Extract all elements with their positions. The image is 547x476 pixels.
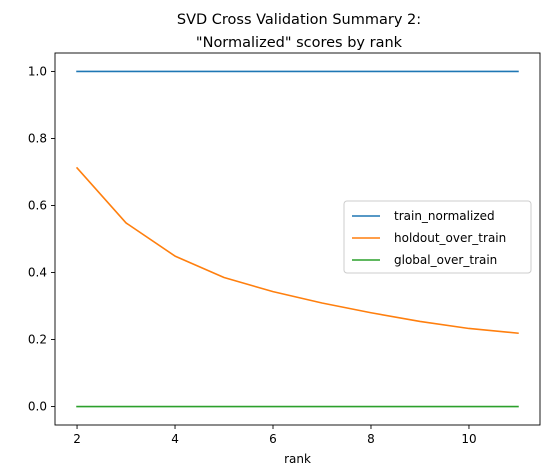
x-axis-ticks: 2 4 6 8 10 [73, 425, 477, 446]
legend-box [343, 200, 532, 274]
chart-title-line-1: SVD Cross Validation Summary 2: [177, 12, 421, 28]
y-tick-label: 0.6 [28, 198, 47, 212]
series-line-holdout-over-train [75, 166, 519, 335]
x-tick-label: 4 [171, 432, 179, 446]
y-tick-label: 1.0 [28, 64, 47, 78]
legend-label-holdout-over-train: holdout_over_train [394, 231, 506, 245]
x-tick-label: 10 [461, 432, 476, 446]
y-tick-label: 0.0 [28, 400, 47, 414]
chart-title-line-2: "Normalized" scores by rank [196, 35, 403, 51]
legend-label-train-normalized: train_normalized [394, 209, 495, 223]
y-tick-label: 0.4 [28, 266, 47, 280]
series-lines [75, 70, 519, 408]
legend: train_normalized holdout_over_trainglobal… [343, 200, 532, 274]
y-tick-label: 0.2 [28, 333, 47, 347]
x-tick-label: 6 [269, 432, 277, 446]
x-tick-label: 8 [367, 432, 375, 446]
plot-frame [54, 52, 541, 426]
x-axis-label: rank [284, 452, 311, 466]
y-tick-label: 0.8 [28, 131, 47, 145]
legend-label-global-over-train: global_over_train [394, 253, 497, 267]
y-axis-ticks: 0.0 0.2 0.4 0.6 0.8 1.0 [28, 64, 55, 414]
x-tick-label: 2 [73, 432, 81, 446]
